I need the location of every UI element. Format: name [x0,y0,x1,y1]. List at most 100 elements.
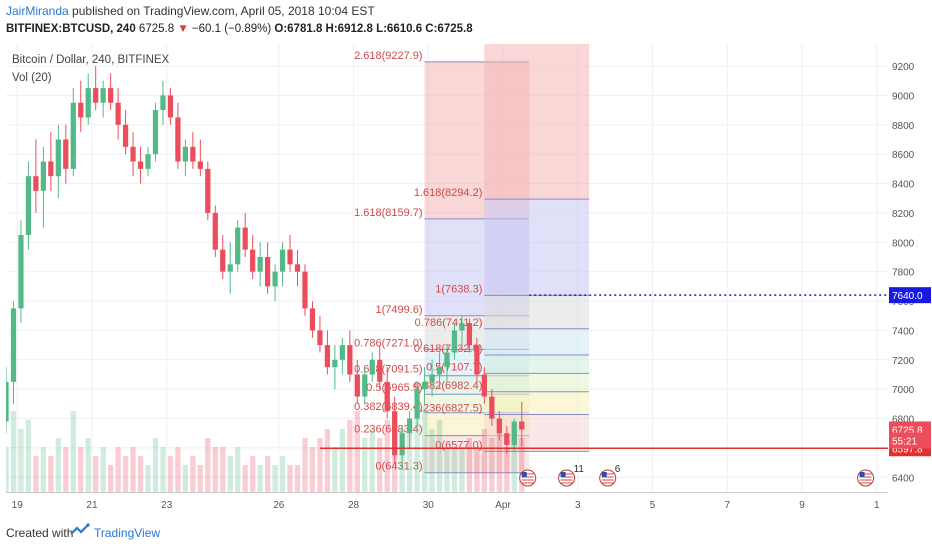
candle-body [205,168,211,213]
candle-body [10,308,17,382]
candle-body [496,418,502,434]
candle-body [55,139,61,177]
volume-bar [190,456,196,492]
symbol-label[interactable]: BITFINEX:BTCUSD, 240 [6,23,136,35]
candle-body [519,421,525,430]
time-axis[interactable]: 19 21 23 26 28 30 Apr 3 5 7 9 1 [6,492,888,515]
volume-bar [145,465,151,492]
candle-body [25,176,32,235]
time-tick-label: 3 [575,500,581,511]
event-count-label: 6 [615,464,621,475]
publish-line: JairMiranda published on TradingView.com… [6,4,375,18]
candle-body [377,359,383,382]
fib-level-label-right: 0.236(6827.5) [414,403,483,415]
ohlc-close: C:6725.8 [425,23,473,35]
price-tag [889,432,931,449]
candle-body [369,359,375,375]
volume-bar [407,420,413,492]
volume-bar [347,420,353,492]
volume-bar [48,456,54,492]
volume-bar [115,447,121,492]
time-tick-label: 9 [799,500,805,511]
price-tick-label: 9000 [892,91,915,102]
volume-bar [6,447,9,492]
candle-body [85,88,91,118]
fib-level-label-right: 0.786(7411.2) [415,317,483,329]
candle-body [190,146,196,162]
candle-body [40,161,46,191]
ohlc-open: O:6781.8 [274,23,323,35]
volume-bar [212,447,218,492]
volume-bar [70,411,76,492]
volume-bar [384,420,390,492]
candle-body [421,381,428,390]
candle-body [33,176,39,191]
candle-body [115,102,121,125]
candle-body [182,146,189,162]
chart-pane[interactable]: 0(6431.3)0.236(6683.4)0.382(6839.4)0.5(6… [6,44,889,492]
price-tick-label: 6800 [892,415,915,426]
candle-body [250,249,256,272]
time-tick-label: 23 [161,500,173,511]
volume-bar [18,429,24,492]
fib-level-label-right: 0.382(6982.4) [414,380,483,392]
fib-level-label-right: 0.618(7232.9) [414,343,483,355]
candle-body [160,95,166,111]
volume-bar [421,406,428,492]
volume-bar [205,438,211,492]
volume-bar [93,456,99,492]
price-chart-svg[interactable]: 0(6431.3)0.236(6683.4)0.382(6839.4)0.5(6… [6,44,888,492]
volume-bar [429,429,435,492]
ohlc-high: H:6912.8 [325,23,373,35]
series-legend[interactable]: Bitcoin / Dollar, 240, BITFINEX [12,54,170,66]
volume-bar [444,447,450,492]
candle-body [392,411,398,456]
tradingview-brand-link[interactable]: TradingView [94,526,161,540]
event-flag-canton [601,472,607,477]
time-tick-label: 19 [12,500,24,511]
volume-bar [332,447,338,492]
ohlc-low: L:6610.6 [376,23,423,35]
price-tick-label: 7800 [892,268,915,279]
candle-body [399,433,405,456]
volume-bar [108,465,114,492]
candle-body [197,161,203,169]
candle-body [152,110,159,155]
volume-legend[interactable]: Vol (20) [12,72,52,84]
candle-body [78,102,84,118]
volume-bar [414,411,420,492]
price-tick-label: 8000 [892,238,915,249]
author-link[interactable]: JairMiranda [6,4,69,18]
fib-zone-right [484,44,590,200]
volume-bar [257,465,263,492]
price-tick-label: 8200 [892,209,915,220]
candle-body [459,323,465,331]
volume-bar [137,456,144,492]
chart-header: JairMiranda published on TradingView.com… [0,0,932,44]
candle-body [324,345,331,368]
candle-body [175,117,181,162]
volume-bar [122,456,129,492]
candle-body [466,323,473,346]
volume-bar [40,447,46,492]
price-tick-label: 6400 [892,473,915,484]
time-tick-label: 5 [650,500,656,511]
candle-body [122,124,129,147]
volume-bar [339,429,345,492]
volume-bar [302,438,308,492]
volume-bar [279,456,286,492]
price-tick-label: 7400 [892,326,915,337]
fib-level-label-left: 0.5(6965.5) [366,382,422,394]
time-axis-svg[interactable]: 19 21 23 26 28 30 Apr 3 5 7 9 1 [6,493,888,515]
volume-bar [235,447,241,492]
fib-level-label-left: 0.786(7271.0) [354,337,423,349]
volume-bar [481,429,487,492]
time-tick-label: Apr [495,500,511,511]
candle-body [287,249,293,265]
price-axis[interactable]: 6400660068007000720074007600780080008200… [888,44,932,492]
price-axis-svg[interactable]: 6400660068007000720074007600780080008200… [888,44,932,492]
volume-bar [242,465,248,492]
candle-body [339,345,345,360]
fib-zone-right [484,295,590,329]
event-flag-canton [560,472,566,477]
